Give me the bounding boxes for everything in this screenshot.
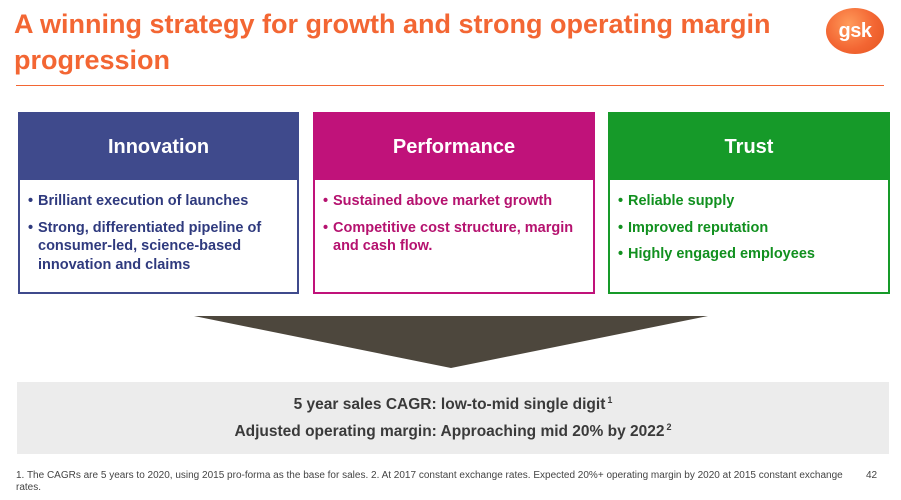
list-item: Strong, differentiated pipeline of consu… <box>28 219 289 275</box>
gsk-logo: gsk <box>826 8 884 54</box>
list-item: Competitive cost structure, margin and c… <box>323 219 585 256</box>
pillar-heading: Trust <box>610 114 888 180</box>
margin-text: Adjusted operating margin: Approaching m… <box>234 423 665 441</box>
list-item: Highly engaged employees <box>618 245 880 264</box>
footnote-ref: 1 <box>607 394 613 405</box>
list-item: Reliable supply <box>618 192 880 211</box>
footnote: 1. The CAGRs are 5 years to 2020, using … <box>16 470 843 493</box>
list-item: Brilliant execution of launches <box>28 192 289 211</box>
pillar-list: Reliable supply Improved reputation High… <box>610 180 888 264</box>
pillar-list: Sustained above market growth Competitiv… <box>315 180 593 256</box>
pillar-trust: Trust Reliable supply Improved reputatio… <box>608 112 890 294</box>
list-item: Sustained above market growth <box>323 192 585 211</box>
footnote-ref: 2 <box>666 422 672 432</box>
pillar-innovation: Innovation Brilliant execution of launch… <box>18 112 299 294</box>
summary-margin: Adjusted operating margin: Approaching m… <box>234 422 671 441</box>
cagr-text: 5 year sales CAGR: low-to-mid single dig… <box>293 396 606 413</box>
summary-box: 5 year sales CAGR: low-to-mid single dig… <box>17 382 889 454</box>
summary-cagr: 5 year sales CAGR: low-to-mid single dig… <box>294 395 613 414</box>
logo-text: gsk <box>838 19 872 42</box>
title-divider <box>16 85 884 86</box>
pillar-performance: Performance Sustained above market growt… <box>313 112 595 294</box>
page-title: A winning strategy for growth and strong… <box>14 9 771 75</box>
list-item: Improved reputation <box>618 219 880 238</box>
page-number: 42 <box>866 470 878 481</box>
pillar-heading: Performance <box>315 114 593 180</box>
pillar-list: Brilliant execution of launches Strong, … <box>20 180 297 274</box>
funnel-arrow-icon <box>194 316 708 368</box>
pillar-heading: Innovation <box>20 114 297 180</box>
